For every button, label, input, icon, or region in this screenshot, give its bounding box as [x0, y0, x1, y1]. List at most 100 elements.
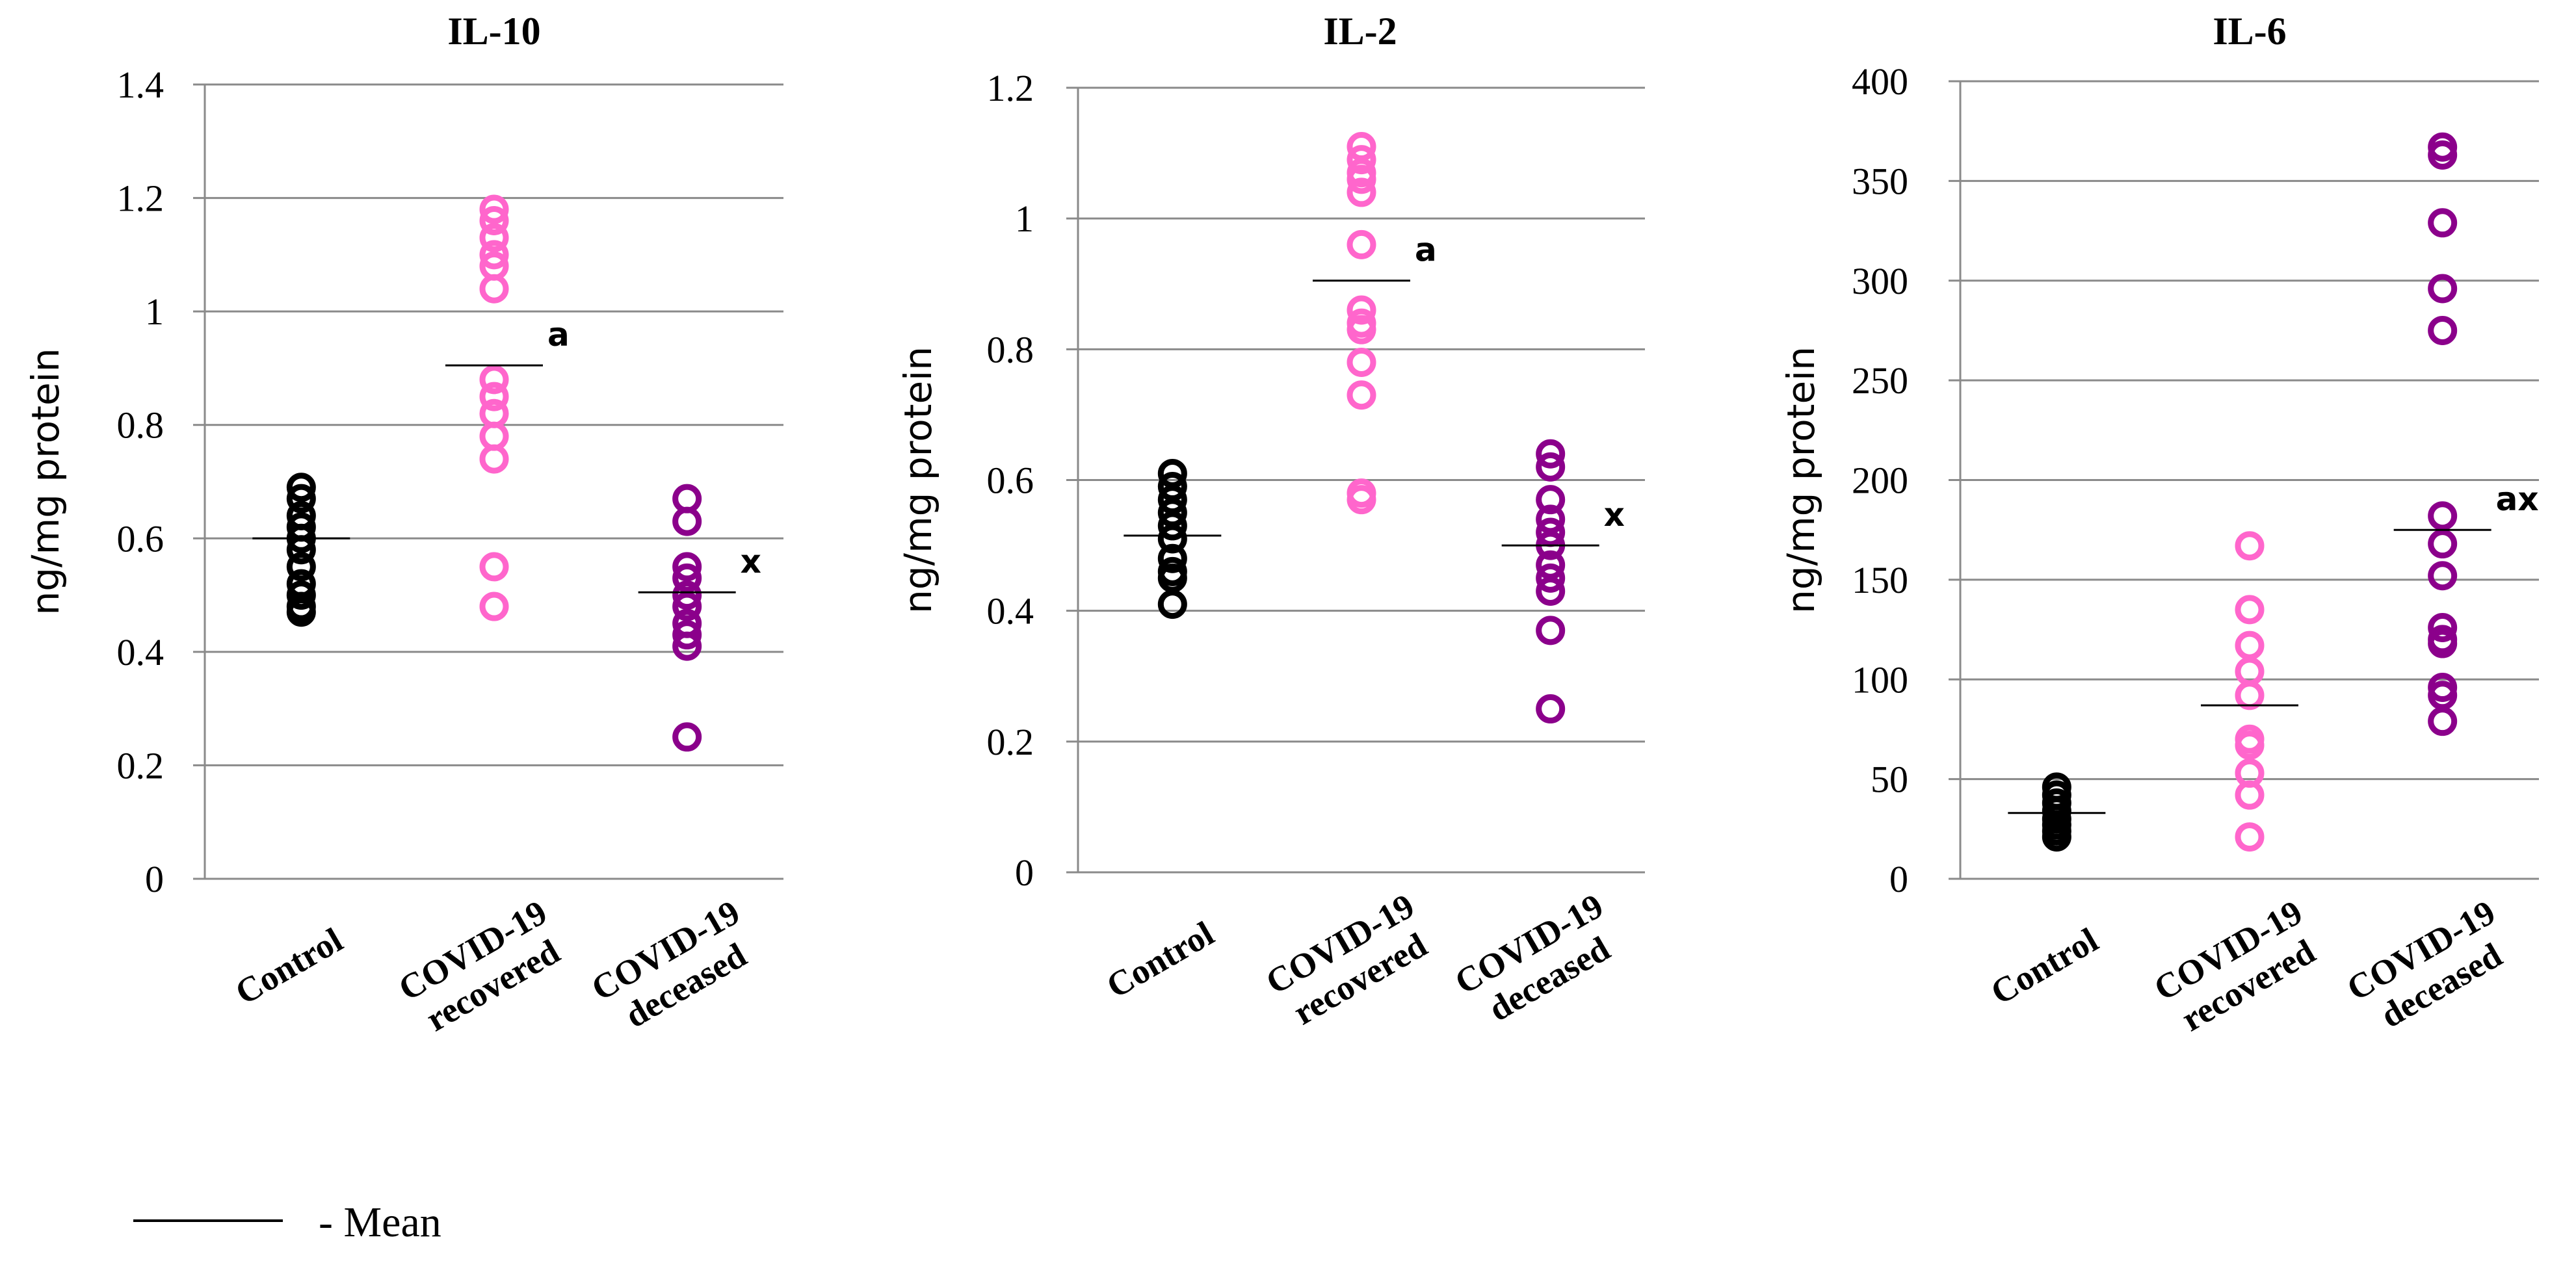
il-2-category-label-line: Control	[1100, 914, 1220, 1006]
il-2-y-tick-label: 1	[1015, 198, 1034, 240]
il-2-covid-19-deceased-point	[1536, 616, 1566, 645]
il-6-title: IL-6	[2213, 10, 2286, 53]
il-10-covid-19-deceased-point	[672, 506, 702, 536]
il-2-title: IL-2	[1323, 10, 1397, 53]
il-6-y-tick-label: 200	[1852, 460, 1908, 502]
il-6-control-point	[2042, 822, 2071, 852]
il-6-category-label: COVID-19recovered	[2148, 892, 2329, 1043]
il-10-panel: IL-10 0 0.2 0.4 0.6 0.8 1 1.2 1.4 ng/mg protein Co…	[23, 10, 783, 1043]
il-6-covid-19-deceased-point	[2428, 501, 2458, 531]
il-10-covid-19-recovered-point	[479, 365, 509, 395]
il-2-covid-19-deceased-point	[1536, 485, 1566, 515]
il-10-y-axis-label: ng/mg protein	[23, 348, 68, 615]
il-10-y-tick-label: 0.6	[117, 517, 164, 560]
il-2-covid-19-recovered-annotation: a	[1415, 231, 1437, 269]
il-2-y-tick-label: 0.8	[987, 328, 1034, 370]
il-6-covid-19-deceased-point	[2428, 208, 2458, 238]
il-10-control-point	[286, 552, 316, 582]
il-6-y-tick-label: 50	[1871, 759, 1908, 801]
il-10-covid-19-recovered-annotation: a	[547, 316, 570, 354]
il-2-covid-19-deceased-point	[1536, 563, 1566, 593]
il-6-covid-19-recovered-point	[2235, 822, 2265, 852]
il-10-covid-19-deceased-point	[672, 631, 702, 661]
il-2-covid-19-deceased-point	[1536, 517, 1566, 547]
il-2-control-point	[1157, 543, 1187, 573]
il-10-covid-19-recovered-point	[479, 592, 509, 621]
il-2-covid-19-deceased-point	[1536, 439, 1566, 469]
il-6-covid-19-deceased-point	[2428, 274, 2458, 304]
il-6-covid-19-deceased-point	[2428, 707, 2458, 736]
il-2-y-tick-label: 0.6	[987, 460, 1034, 502]
il-6-covid-19-deceased-annotation: ax	[2496, 480, 2539, 518]
il-10-covid-19-recovered-point	[479, 240, 509, 270]
il-2-covid-19-deceased-annotation: x	[1604, 496, 1625, 534]
il-2-covid-19-recovered-point	[1347, 145, 1376, 175]
il-6-y-tick-label: 250	[1852, 359, 1908, 402]
il-2-covid-19-recovered-point	[1347, 485, 1376, 515]
il-10-y-tick-label: 1	[145, 291, 164, 333]
il-2-y-axis-label: ng/mg protein	[896, 346, 940, 614]
il-10-covid-19-recovered-point	[479, 194, 509, 224]
il-6-covid-19-recovered-point	[2235, 681, 2265, 710]
il-2-covid-19-deceased-point	[1536, 694, 1566, 724]
il-10-category-label: COVID-19deceased	[585, 892, 767, 1043]
il-10-covid-19-recovered-point	[479, 274, 509, 304]
il-6-covid-19-deceased-point	[2428, 140, 2458, 170]
il-10-covid-19-deceased-point	[672, 552, 702, 582]
il-6-y-tick-label: 400	[1852, 60, 1908, 103]
il-10-covid-19-deceased-point	[672, 722, 702, 752]
il-6-y-tick-label: 150	[1852, 559, 1908, 601]
il-10-control-point	[286, 484, 316, 514]
il-10-y-tick-label: 0.4	[117, 631, 164, 673]
il-10-covid-19-recovered-point	[479, 382, 509, 411]
il-6-covid-19-recovered-point	[2235, 531, 2265, 561]
il-10-y-tick-label: 1.2	[117, 177, 164, 220]
il-6-covid-19-deceased-point	[2428, 612, 2458, 642]
il-6-y-axis-label: ng/mg protein	[1779, 346, 1823, 614]
il-6-y-tick-label: 100	[1852, 658, 1908, 701]
il-2-covid-19-recovered-point	[1347, 229, 1376, 259]
il-2-covid-19-recovered-point	[1347, 315, 1376, 344]
il-2-control-point	[1157, 511, 1187, 541]
il-6-covid-19-deceased-point	[2428, 629, 2458, 658]
il-2-covid-19-deceased-point	[1536, 452, 1566, 482]
il-2-control-point	[1157, 524, 1187, 554]
il-10-y-tick-label: 0	[145, 858, 164, 900]
il-2-covid-19-recovered-point	[1347, 177, 1376, 207]
il-10-category-label: Control	[229, 920, 349, 1012]
il-6-y-tick-label: 300	[1852, 260, 1908, 302]
il-2-category-label: COVID-19recovered	[1259, 886, 1441, 1037]
il-2-covid-19-deceased-point	[1536, 576, 1566, 606]
legend: - Mean	[133, 1199, 441, 1246]
il-6-y-tick-label: 350	[1852, 160, 1908, 202]
il-6-category-label: COVID-19deceased	[2341, 892, 2522, 1043]
il-6-covid-19-deceased-point	[2428, 561, 2458, 591]
il-10-covid-19-deceased-point	[672, 592, 702, 621]
il-10-covid-19-recovered-point	[479, 552, 509, 582]
il-10-control-point	[286, 473, 316, 502]
il-10-category-label-line: Control	[229, 920, 349, 1012]
il-10-y-tick-label: 1.4	[117, 64, 164, 106]
il-2-panel: IL-2 0 0.2 0.4 0.6 0.8 1 1.2 ng/mg protein Contro…	[896, 10, 1645, 1037]
il-10-covid-19-recovered-point	[479, 223, 509, 253]
il-10-covid-19-deceased-annotation: x	[741, 543, 761, 580]
il-10-covid-19-recovered-point	[479, 205, 509, 235]
il-6-category-label: Control	[1984, 920, 2105, 1012]
il-10-title: IL-10	[447, 10, 540, 53]
il-2-covid-19-recovered-point	[1347, 347, 1376, 377]
il-10-covid-19-recovered-point	[479, 444, 509, 474]
il-2-category-label: COVID-19deceased	[1449, 886, 1630, 1037]
il-10-category-label: COVID-19recovered	[392, 892, 573, 1043]
il-6-covid-19-deceased-point	[2428, 529, 2458, 559]
il-2-category-label: Control	[1100, 914, 1220, 1006]
il-6-covid-19-recovered-point	[2235, 780, 2265, 810]
il-6-panel: IL-6 0 50 100 150 200 250 300 350 400 ng/mg protei…	[1779, 10, 2539, 1043]
il-2-covid-19-recovered-point	[1347, 380, 1376, 410]
il-10-y-tick-label: 0.8	[117, 404, 164, 447]
il-6-covid-19-recovered-point	[2235, 630, 2265, 660]
il-10-control-point	[286, 580, 316, 610]
il-2-control-point	[1157, 590, 1187, 619]
il-6-covid-19-recovered-point	[2235, 595, 2265, 625]
il-10-covid-19-deceased-point	[672, 563, 702, 593]
legend-mean-label: - Mean	[319, 1199, 441, 1246]
